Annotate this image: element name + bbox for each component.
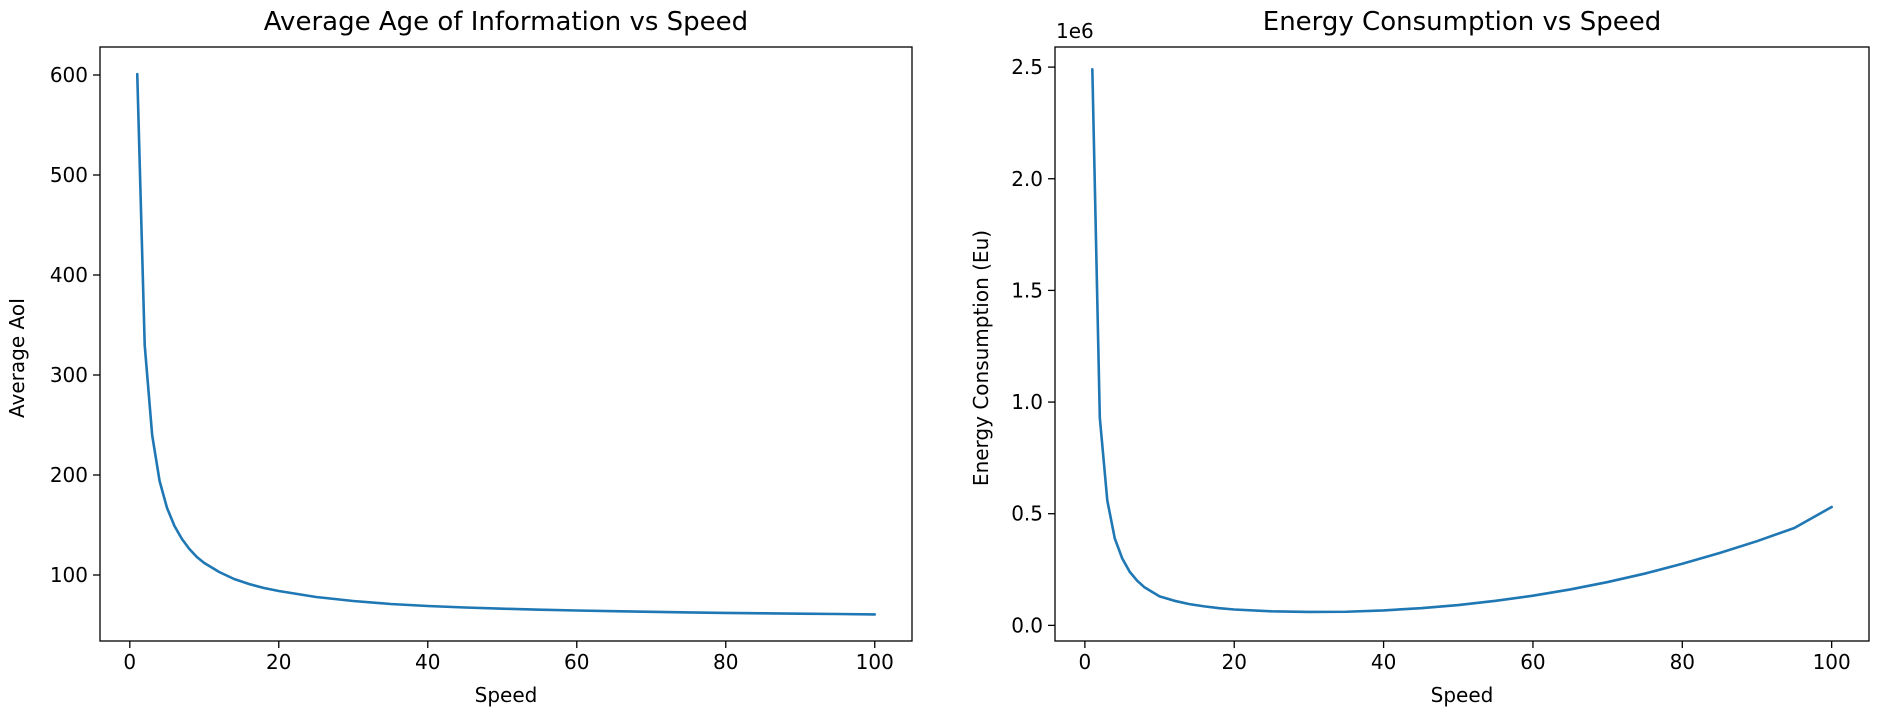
aoi-chart: Average Age of Information vs Speed Spee… (5, 7, 913, 707)
energy-y-tick-label: 0.5 (1011, 502, 1043, 526)
aoi-series-line (135, 72, 877, 616)
aoi-y-tick-label: 400 (50, 263, 88, 287)
energy-y-tick-label: 2.0 (1011, 167, 1043, 191)
energy-series-line (1091, 68, 1833, 614)
aoi-x-tick-label: 20 (266, 650, 291, 674)
energy-y-axis-label: Energy Consumption (Eu) (969, 230, 993, 486)
energy-ticks: 0 20 40 60 80 100 0.0 0.5 1.0 1.5 2.0 2.5 (1011, 55, 1851, 674)
aoi-y-tick-label: 600 (50, 63, 88, 87)
aoi-y-tick-label: 500 (50, 163, 88, 187)
aoi-x-axis-label: Speed (475, 683, 538, 707)
aoi-x-tick-label: 40 (415, 650, 440, 674)
aoi-plot-frame (99, 46, 913, 642)
energy-chart: Energy Consumption vs Speed Speed Energy… (969, 7, 1870, 707)
energy-plot-frame (1054, 46, 1870, 642)
energy-x-tick-label: 0 (1079, 650, 1092, 674)
aoi-y-tick-label: 300 (50, 363, 88, 387)
aoi-chart-title: Average Age of Information vs Speed (264, 7, 748, 37)
energy-y-tick-label: 1.5 (1011, 278, 1043, 302)
aoi-x-tick-label: 60 (564, 650, 589, 674)
aoi-y-axis-label: Average AoI (5, 298, 29, 418)
energy-y-tick-label: 2.5 (1011, 55, 1043, 79)
energy-x-tick-label: 80 (1670, 650, 1695, 674)
aoi-x-tick-label: 80 (713, 650, 738, 674)
energy-x-tick-label: 20 (1222, 650, 1247, 674)
energy-chart-title: Energy Consumption vs Speed (1263, 7, 1661, 37)
energy-x-tick-label: 40 (1371, 650, 1396, 674)
aoi-ticks: 0 20 40 60 80 100 100 200 300 400 500 600 (50, 63, 894, 674)
energy-y-tick-label: 1.0 (1011, 390, 1043, 414)
aoi-x-tick-label: 0 (123, 650, 136, 674)
aoi-series-group (135, 72, 877, 616)
aoi-y-tick-label: 100 (50, 563, 88, 587)
energy-y-tick-label: 0.0 (1011, 613, 1043, 637)
energy-x-tick-label: 60 (1520, 650, 1545, 674)
energy-y-offset-text: 1e6 (1056, 19, 1094, 43)
energy-series-group (1091, 68, 1833, 614)
aoi-x-tick-label: 100 (856, 650, 894, 674)
aoi-y-tick-label: 200 (50, 463, 88, 487)
energy-x-tick-label: 100 (1813, 650, 1851, 674)
energy-x-axis-label: Speed (1431, 683, 1494, 707)
